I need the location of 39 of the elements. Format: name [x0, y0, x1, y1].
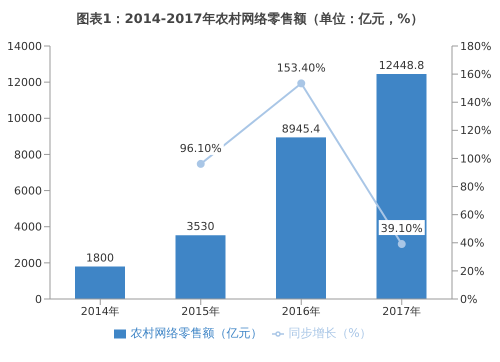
y-tick-label: 4000 — [14, 220, 42, 234]
y-tick-label: 2000 — [14, 256, 42, 270]
data-label: 96.10% — [180, 142, 222, 155]
y-tick-label: 6000 — [14, 184, 42, 198]
y2-tick-label: 120% — [460, 124, 492, 138]
y2-tick-label: 20% — [460, 264, 484, 278]
y2-tick-label: 0% — [460, 292, 478, 306]
x-tick-label: 2016年 — [282, 304, 321, 318]
data-label: 12448.8 — [378, 59, 424, 72]
data-label: 153.40% — [276, 61, 326, 74]
y-tick-label: 10000 — [7, 112, 42, 126]
data-label: 1800 — [86, 251, 114, 264]
legend-label: 同步增长（%） — [288, 326, 372, 340]
bar — [276, 137, 326, 299]
y2-tick-label: 140% — [460, 96, 492, 110]
y2-tick-label: 100% — [460, 152, 492, 166]
point — [398, 240, 406, 248]
y2-tick-label: 80% — [460, 180, 484, 194]
chart-title: 图表1：2014-2017年农村网络零售额（单位：亿元，%） — [76, 10, 424, 29]
y-tick-label: 12000 — [7, 76, 42, 90]
y-tick-label: 14000 — [7, 40, 42, 53]
x-tick-label: 2014年 — [80, 304, 120, 318]
y-tick-label: 8000 — [14, 148, 42, 162]
legend-label: 农村网络零售额（亿元） — [130, 326, 262, 340]
x-tick-label: 2017年 — [382, 304, 422, 318]
y2-tick-label: 160% — [460, 68, 492, 82]
y2-tick-label: 180% — [460, 40, 492, 53]
bar — [176, 235, 226, 299]
y-tick-label: 0 — [35, 292, 42, 306]
point — [297, 79, 306, 88]
y2-tick-label: 40% — [460, 236, 484, 250]
y2-tick-label: 60% — [460, 208, 484, 222]
point — [196, 160, 205, 168]
data-label: 39.10% — [380, 222, 423, 236]
data-label: 8945.4 — [282, 122, 320, 136]
bar — [75, 266, 125, 299]
bar — [376, 74, 426, 299]
x-tick-label: 2015年 — [181, 304, 220, 318]
data-label: 3530 — [186, 220, 214, 234]
